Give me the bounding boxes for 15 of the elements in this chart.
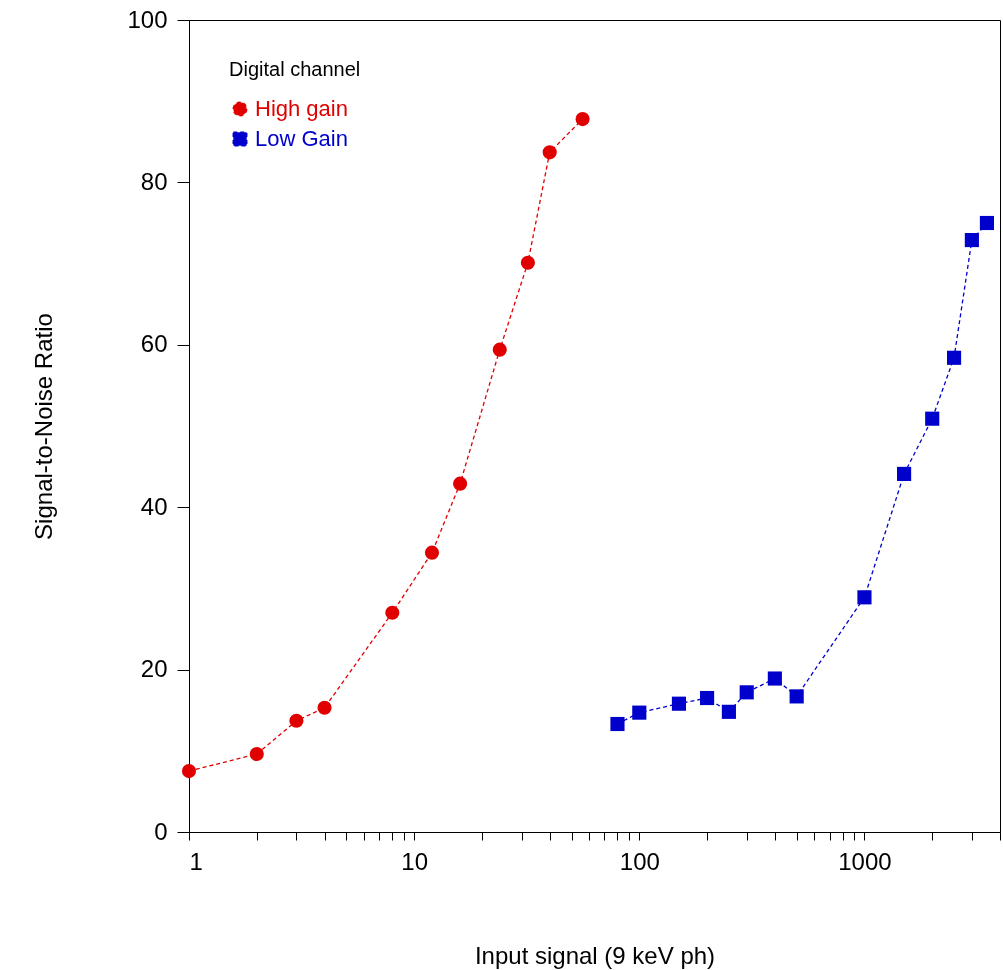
legend-label: Low Gain bbox=[255, 126, 348, 151]
legend-title: Digital channel bbox=[229, 58, 361, 80]
legend-label: High gain bbox=[255, 96, 348, 121]
x-axis-title: Input signal (9 keV ph) bbox=[474, 941, 716, 969]
x-tick-label: 100 bbox=[619, 847, 660, 875]
y-tick-label: 40 bbox=[140, 492, 168, 520]
x-tick-label: 10 bbox=[401, 847, 428, 875]
x-tick-label: 1000 bbox=[838, 847, 892, 875]
y-tick-label: 100 bbox=[127, 5, 168, 33]
y-tick-label: 60 bbox=[140, 330, 168, 358]
y-axis-title: Signal-to-Noise Ratio bbox=[30, 313, 58, 540]
y-tick-label: 80 bbox=[140, 167, 168, 195]
y-tick-label: 0 bbox=[154, 817, 168, 845]
x-tick-label: 1 bbox=[189, 847, 203, 875]
y-tick-label: 20 bbox=[140, 655, 168, 683]
